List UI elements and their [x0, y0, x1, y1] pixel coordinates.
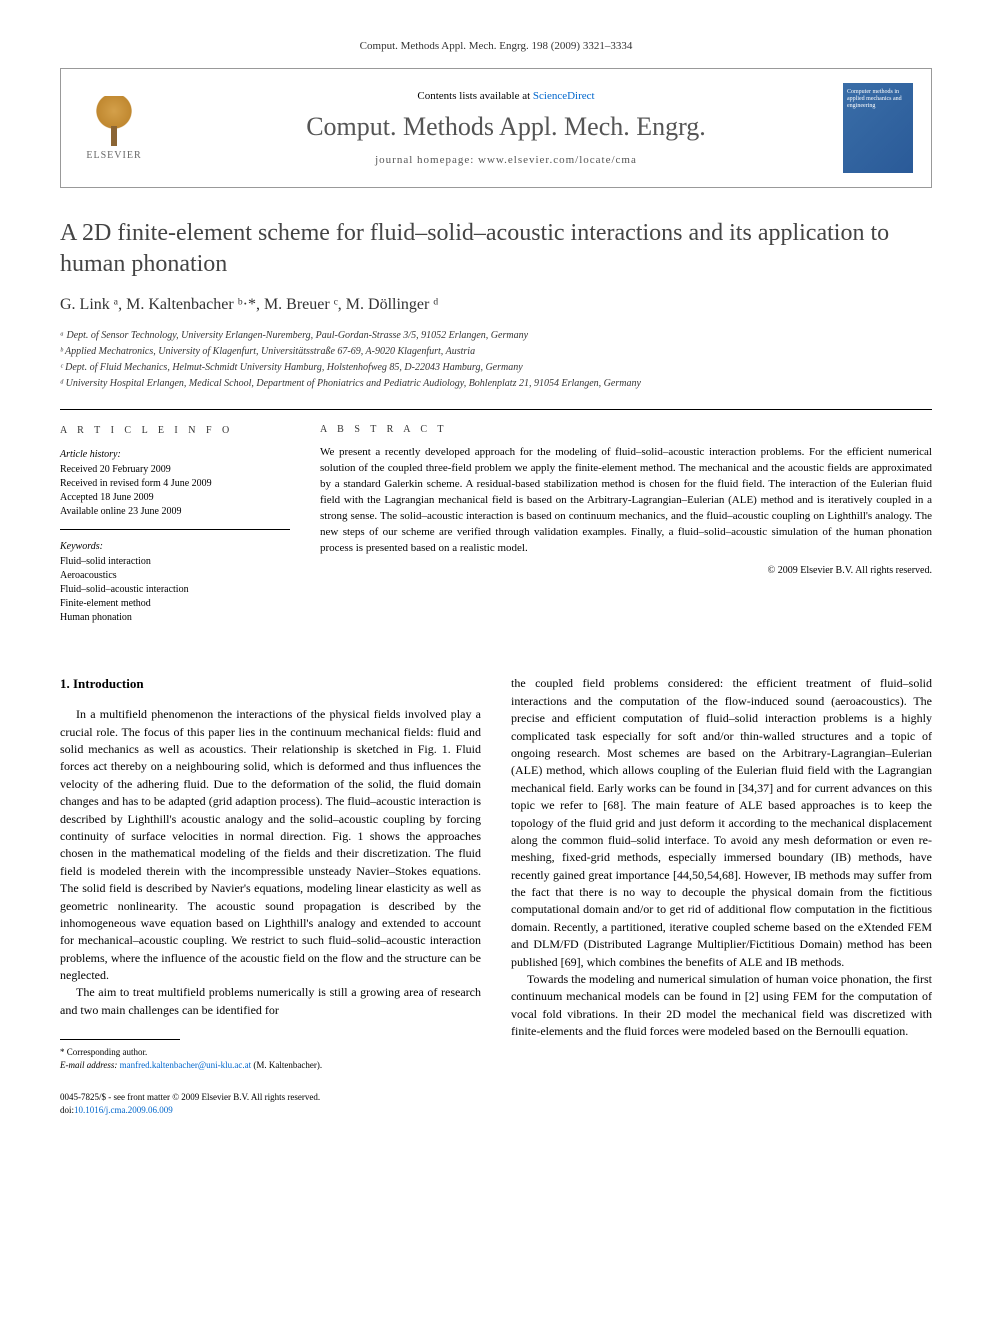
intro-paragraph-1: In a multifield phenomenon the interacti…	[60, 706, 481, 984]
footnote-separator	[60, 1039, 180, 1040]
elsevier-logo: ELSEVIER	[79, 88, 149, 168]
section-heading: 1. Introduction	[60, 675, 481, 694]
body-columns: 1. Introduction In a multifield phenomen…	[60, 675, 932, 1071]
doi-link[interactable]: 10.1016/j.cma.2009.06.009	[74, 1105, 173, 1115]
right-column: the coupled field problems considered: t…	[511, 675, 932, 1071]
email-who: (M. Kaltenbacher).	[251, 1060, 322, 1070]
article-info-label: A R T I C L E I N F O	[60, 424, 290, 438]
affiliation-b: ᵇ Applied Mechatronics, University of Kl…	[60, 344, 932, 359]
doi-label: doi:	[60, 1105, 74, 1115]
affiliations: ᵃ Dept. of Sensor Technology, University…	[60, 328, 932, 391]
history-revised: Received in revised form 4 June 2009	[60, 477, 290, 491]
corr-author-label: * Corresponding author.	[60, 1046, 481, 1059]
intro-paragraph-2: The aim to treat multifield problems num…	[60, 984, 481, 1019]
authors-line: G. Link ᵃ, M. Kaltenbacher ᵇ·*, M. Breue…	[60, 296, 932, 314]
history-online: Available online 23 June 2009	[60, 505, 290, 519]
keyword: Aeroacoustics	[60, 569, 290, 583]
history-received: Received 20 February 2009	[60, 463, 290, 477]
journal-name: Comput. Methods Appl. Mech. Engrg.	[169, 112, 843, 142]
left-column: 1. Introduction In a multifield phenomen…	[60, 675, 481, 1071]
running-header: Comput. Methods Appl. Mech. Engrg. 198 (…	[60, 40, 932, 52]
keywords-label: Keywords:	[60, 540, 290, 554]
keyword: Fluid–solid–acoustic interaction	[60, 583, 290, 597]
affiliation-d: ᵈ University Hospital Erlangen, Medical …	[60, 376, 932, 391]
journal-cover-thumbnail: Computer methods in applied mechanics an…	[843, 83, 913, 173]
elsevier-tree-icon	[89, 96, 139, 146]
abstract-label: A B S T R A C T	[320, 424, 932, 435]
contents-available-line: Contents lists available at ScienceDirec…	[169, 90, 843, 102]
abstract-copyright: © 2009 Elsevier B.V. All rights reserved…	[320, 565, 932, 576]
journal-homepage: journal homepage: www.elsevier.com/locat…	[169, 154, 843, 166]
keyword: Fluid–solid interaction	[60, 555, 290, 569]
page-footer: 0045-7825/$ - see front matter © 2009 El…	[60, 1091, 932, 1116]
article-info-column: A R T I C L E I N F O Article history: R…	[60, 424, 290, 645]
affiliation-a: ᵃ Dept. of Sensor Technology, University…	[60, 328, 932, 343]
corresponding-author-footnote: * Corresponding author. E-mail address: …	[60, 1046, 481, 1071]
corr-email-link[interactable]: manfred.kaltenbacher@uni-klu.ac.at	[120, 1060, 251, 1070]
publisher-name: ELSEVIER	[86, 150, 141, 161]
email-label: E-mail address:	[60, 1060, 120, 1070]
article-title: A 2D finite-element scheme for fluid–sol…	[60, 218, 932, 280]
history-accepted: Accepted 18 June 2009	[60, 491, 290, 505]
contents-prefix: Contents lists available at	[417, 90, 532, 102]
affiliation-c: ᶜ Dept. of Fluid Mechanics, Helmut-Schmi…	[60, 360, 932, 375]
intro-p1-text: In a multifield phenomenon the interacti…	[60, 707, 481, 982]
footer-copyright: 0045-7825/$ - see front matter © 2009 El…	[60, 1091, 932, 1104]
keyword: Finite-element method	[60, 597, 290, 611]
intro-paragraph-4: Towards the modeling and numerical simul…	[511, 971, 932, 1041]
intro-paragraph-3: the coupled field problems considered: t…	[511, 675, 932, 971]
abstract-column: A B S T R A C T We present a recently de…	[320, 424, 932, 645]
sciencedirect-link[interactable]: ScienceDirect	[533, 90, 595, 102]
journal-header-box: ELSEVIER Contents lists available at Sci…	[60, 68, 932, 188]
history-label: Article history:	[60, 448, 290, 462]
keyword: Human phonation	[60, 611, 290, 625]
abstract-text: We present a recently developed approach…	[320, 445, 932, 557]
